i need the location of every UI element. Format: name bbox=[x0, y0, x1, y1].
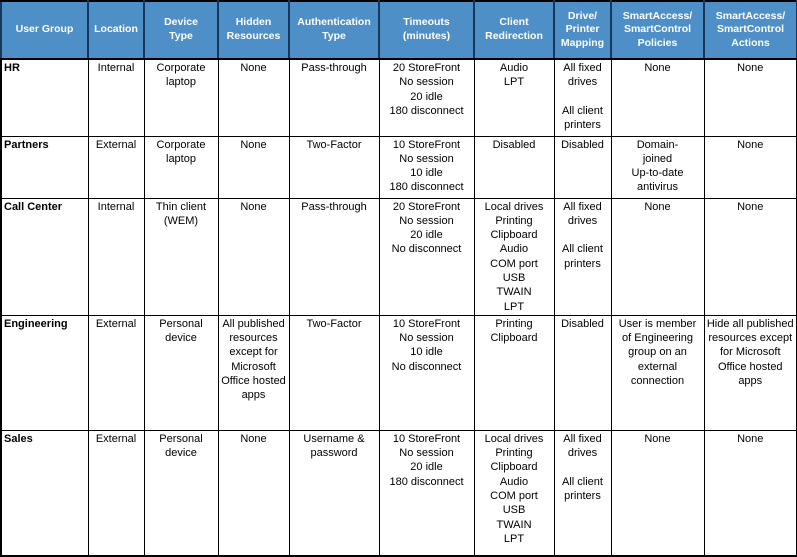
column-header-user-group: User Group bbox=[0, 0, 89, 60]
cell-hidden-resources: None bbox=[217, 58, 290, 137]
cell-smartaccess-policies: None bbox=[610, 197, 705, 316]
cell-hidden-resources: None bbox=[217, 429, 290, 557]
cell-authentication-type: Two-Factor bbox=[288, 135, 380, 199]
cell-location: External bbox=[87, 135, 145, 199]
cell-hidden-resources: All published resources except for Micro… bbox=[217, 314, 290, 431]
table-row-hr: HR Internal Corporate laptop None Pass-t… bbox=[0, 58, 797, 137]
cell-smartaccess-actions: None bbox=[703, 58, 797, 137]
cell-user-group: Call Center bbox=[0, 197, 89, 316]
cell-authentication-type: Two-Factor bbox=[288, 314, 380, 431]
cell-timeouts: 10 StoreFront No session 20 idle 180 dis… bbox=[378, 429, 475, 557]
cell-client-redirection: Printing Clipboard bbox=[473, 314, 555, 431]
cell-timeouts: 20 StoreFront No session 20 idle 180 dis… bbox=[378, 58, 475, 137]
table-row-partners: Partners External Corporate laptop None … bbox=[0, 135, 797, 199]
cell-smartaccess-actions: None bbox=[703, 429, 797, 557]
cell-authentication-type: Pass-through bbox=[288, 197, 380, 316]
cell-smartaccess-policies: Domain- joined Up-to-date antivirus bbox=[610, 135, 705, 199]
header-row: User Group Location Device Type Hidden R… bbox=[0, 0, 797, 60]
cell-device-type: Personal device bbox=[143, 314, 219, 431]
cell-device-type: Personal device bbox=[143, 429, 219, 557]
cell-client-redirection: Disabled bbox=[473, 135, 555, 199]
cell-drive-printer-mapping: Disabled bbox=[553, 314, 612, 431]
table-row-engineering: Engineering External Personal device All… bbox=[0, 314, 797, 431]
column-header-device-type: Device Type bbox=[143, 0, 219, 60]
cell-device-type: Corporate laptop bbox=[143, 135, 219, 199]
cell-user-group: HR bbox=[0, 58, 89, 137]
column-header-location: Location bbox=[87, 0, 145, 60]
column-header-smartaccess-actions: SmartAccess/ SmartControl Actions bbox=[703, 0, 797, 60]
cell-client-redirection: Local drives Printing Clipboard Audio CO… bbox=[473, 429, 555, 557]
cell-client-redirection: Audio LPT bbox=[473, 58, 555, 137]
table-row-call-center: Call Center Internal Thin client (WEM) N… bbox=[0, 197, 797, 316]
cell-timeouts: 10 StoreFront No session 10 idle 180 dis… bbox=[378, 135, 475, 199]
column-header-hidden-resources: Hidden Resources bbox=[217, 0, 290, 60]
cell-smartaccess-policies: None bbox=[610, 429, 705, 557]
cell-location: Internal bbox=[87, 58, 145, 137]
cell-device-type: Corporate laptop bbox=[143, 58, 219, 137]
cell-user-group: Sales bbox=[0, 429, 89, 557]
cell-drive-printer-mapping: Disabled bbox=[553, 135, 612, 199]
cell-timeouts: 10 StoreFront No session 10 idle No disc… bbox=[378, 314, 475, 431]
cell-smartaccess-actions: None bbox=[703, 197, 797, 316]
column-header-timeouts: Timeouts (minutes) bbox=[378, 0, 475, 60]
cell-smartaccess-policies: None bbox=[610, 58, 705, 137]
cell-authentication-type: Username & password bbox=[288, 429, 380, 557]
cell-user-group: Partners bbox=[0, 135, 89, 199]
cell-smartaccess-actions: Hide all published resources except for … bbox=[703, 314, 797, 431]
cell-drive-printer-mapping: All fixed drives All client printers bbox=[553, 58, 612, 137]
cell-smartaccess-policies: User is member of Engineering group on a… bbox=[610, 314, 705, 431]
cell-drive-printer-mapping: All fixed drives All client printers bbox=[553, 429, 612, 557]
table-row-sales: Sales External Personal device None User… bbox=[0, 429, 797, 557]
column-header-smartaccess-policies: SmartAccess/ SmartControl Policies bbox=[610, 0, 705, 60]
column-header-client-redirection: Client Redirection bbox=[473, 0, 555, 60]
cell-location: External bbox=[87, 429, 145, 557]
cell-smartaccess-actions: None bbox=[703, 135, 797, 199]
column-header-drive-printer-mapping: Drive/ Printer Mapping bbox=[553, 0, 612, 60]
column-header-authentication-type: Authentication Type bbox=[288, 0, 380, 60]
cell-location: Internal bbox=[87, 197, 145, 316]
cell-device-type: Thin client (WEM) bbox=[143, 197, 219, 316]
cell-location: External bbox=[87, 314, 145, 431]
cell-hidden-resources: None bbox=[217, 197, 290, 316]
cell-timeouts: 20 StoreFront No session 20 idle No disc… bbox=[378, 197, 475, 316]
cell-authentication-type: Pass-through bbox=[288, 58, 380, 137]
cell-user-group: Engineering bbox=[0, 314, 89, 431]
cell-drive-printer-mapping: All fixed drives All client printers bbox=[553, 197, 612, 316]
cell-hidden-resources: None bbox=[217, 135, 290, 199]
cell-client-redirection: Local drives Printing Clipboard Audio CO… bbox=[473, 197, 555, 316]
